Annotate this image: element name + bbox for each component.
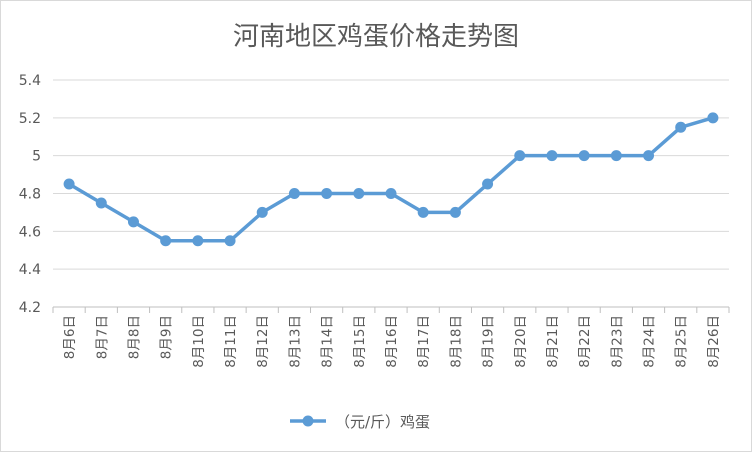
data-point[interactable]: [449, 206, 461, 218]
x-tick-label: 8月17日: [416, 315, 432, 368]
x-tick-label: 8月18日: [448, 315, 464, 368]
legend-point-marker: [302, 415, 314, 427]
data-point[interactable]: [224, 235, 236, 247]
data-point[interactable]: [256, 206, 268, 218]
chart-title: 河南地区鸡蛋价格走势图: [233, 22, 519, 52]
data-point[interactable]: [127, 216, 139, 228]
x-tick-label: 8月26日: [706, 315, 722, 368]
data-point[interactable]: [160, 235, 172, 247]
grid-lines: [53, 79, 729, 308]
x-tick-label: 8月23日: [609, 315, 625, 368]
y-tick-label: 4.4: [19, 262, 41, 278]
x-tick-label: 8月12日: [255, 315, 271, 368]
x-tick-label: 8月9日: [159, 315, 175, 359]
y-tick-label: 5.4: [19, 73, 41, 89]
x-tick-label: 8月6日: [62, 315, 78, 359]
legend[interactable]: （元/斤）鸡蛋: [290, 413, 430, 431]
x-tick-label: 8月8日: [126, 315, 142, 359]
y-tick-label: 4.6: [19, 224, 41, 240]
y-tick-label: 4.8: [19, 187, 41, 203]
legend-label: （元/斤）鸡蛋: [335, 413, 430, 431]
series-line: [67, 116, 715, 243]
x-tick-label: 8月22日: [577, 315, 593, 368]
x-tick-label: 8月20日: [513, 315, 529, 368]
y-tick-label: 5: [32, 149, 41, 165]
data-point[interactable]: [707, 112, 719, 124]
data-point[interactable]: [321, 188, 333, 199]
y-tick-label: 4.2: [19, 300, 41, 316]
x-tick-label: 8月15日: [352, 315, 368, 368]
x-tick-label: 8月13日: [287, 315, 303, 368]
data-point[interactable]: [546, 150, 558, 162]
data-point[interactable]: [95, 197, 107, 209]
x-tick-label: 8月14日: [320, 315, 336, 368]
x-tick-label: 8月19日: [481, 315, 497, 368]
data-point[interactable]: [643, 150, 655, 162]
x-tick-label: 8月11日: [223, 315, 239, 368]
x-tick-label: 8月25日: [674, 315, 690, 368]
data-point[interactable]: [192, 235, 204, 247]
data-point[interactable]: [353, 188, 365, 199]
data-point[interactable]: [514, 150, 526, 162]
series-layer: [63, 112, 719, 247]
data-point[interactable]: [63, 178, 75, 190]
x-tick-label: 8月7日: [94, 315, 110, 359]
data-point[interactable]: [610, 150, 622, 162]
x-tick-label: 8月24日: [642, 315, 658, 368]
x-axis-ticks: 8月6日 8月7日 8月8日 8月9日 8月10日 8月11日 8月12日 8月13日 8月14…: [52, 307, 730, 368]
x-tick-label: 8月10日: [191, 315, 207, 368]
data-point[interactable]: [417, 206, 429, 218]
data-point[interactable]: [578, 150, 590, 162]
x-tick-label: 8月21日: [545, 315, 561, 368]
data-point[interactable]: [675, 121, 687, 133]
data-point[interactable]: [288, 188, 300, 199]
y-tick-label: 5.2: [19, 111, 41, 127]
x-tick-label: 8月16日: [384, 315, 400, 368]
data-point[interactable]: [482, 178, 494, 190]
y-axis-ticks: 4.2 4.4 4.6 4.8 5 5.2 5.4: [19, 73, 41, 316]
data-point[interactable]: [385, 188, 397, 199]
